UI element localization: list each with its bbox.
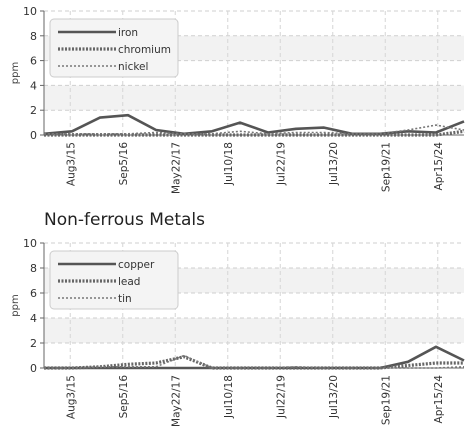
x-tick-label: Apr15/24 — [433, 375, 445, 424]
y-tick-label: 6 — [30, 287, 37, 300]
series-line-chromium — [44, 129, 465, 137]
wear-metals-chart-svg: 0 2 4 6 8 10 Aug3/15 Sep5/16 May22/17 Jul10/18 Jul… — [10, 5, 465, 194]
x-tick-label: Jul13/20 — [328, 375, 340, 419]
x-tick-label: Jul22/19 — [275, 142, 287, 186]
series-line-lead — [44, 355, 464, 370]
x-tick-label: May22/17 — [170, 142, 182, 194]
y-tick-label: 4 — [30, 312, 37, 325]
x-tick-label: Sep19/21 — [380, 375, 392, 425]
x-tick-label: Sep5/16 — [118, 375, 130, 419]
y-tick-label: 6 — [30, 55, 37, 68]
section-title: Non-ferrous Metals — [44, 210, 206, 230]
legend-label: chromium — [118, 44, 171, 56]
y-axis-label: ppm — [10, 62, 21, 84]
y-axis-label: ppm — [10, 294, 21, 316]
legend-label: iron — [118, 27, 138, 39]
y-tick-label: 10 — [23, 5, 37, 18]
y-tick-label: 10 — [23, 237, 37, 250]
legend-label: nickel — [118, 61, 148, 73]
legend-label: tin — [118, 293, 132, 305]
y-tick-label: 8 — [30, 262, 37, 275]
x-tick-label: Aug3/15 — [65, 375, 77, 419]
x-tick-label: Sep5/16 — [118, 142, 130, 186]
x-tick-label: Jul13/20 — [328, 142, 340, 186]
non-ferrous-metals-chart: 0 2 4 6 8 10 Aug3/15 Sep5/16 May22/17 Jul10/18 Jul… — [0, 236, 468, 427]
series-line-copper — [44, 345, 465, 370]
legend-label: lead — [118, 276, 140, 288]
non-ferrous-metals-chart-svg: 0 2 4 6 8 10 Aug3/15 Sep5/16 May22/17 Jul10/18 Jul… — [10, 237, 465, 427]
y-tick-label: 4 — [30, 79, 37, 92]
x-tick-label: Aug3/15 — [65, 142, 77, 186]
x-tick-label: Jul10/18 — [223, 142, 235, 186]
x-tick-label: Jul22/19 — [275, 375, 287, 419]
y-tick-label: 2 — [30, 337, 37, 350]
plot-band — [44, 318, 464, 343]
series-line-iron — [43, 113, 465, 136]
y-tick-label: 0 — [30, 362, 37, 375]
y-tick-label: 2 — [30, 104, 37, 117]
plot-band — [44, 85, 464, 111]
legend-label: copper — [118, 259, 155, 271]
x-tick-label: Sep19/21 — [380, 142, 392, 192]
x-tick-label: Jul10/18 — [223, 375, 235, 419]
y-tick-label: 8 — [30, 30, 37, 43]
x-tick-label: May22/17 — [170, 375, 182, 427]
x-tick-label: Apr15/24 — [433, 142, 445, 191]
series-line-nickel — [44, 124, 465, 135]
wear-metals-chart: 0 2 4 6 8 10 Aug3/15 Sep5/16 May22/17 Jul10/18 Jul… — [0, 0, 468, 200]
y-tick-label: 0 — [30, 129, 37, 142]
